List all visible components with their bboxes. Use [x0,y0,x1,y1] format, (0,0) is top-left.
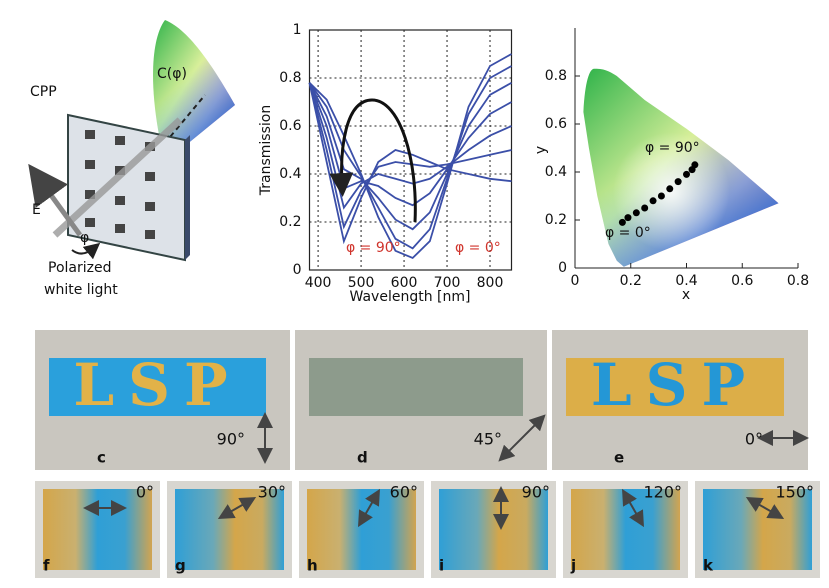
photos: LSP c 90° d 45° LSP e 0° f 0° g 30° h 60° i 90° j 120° k 15… [35,330,820,578]
panel-label: f [43,557,50,575]
angle-label: 90° [217,430,245,449]
point [657,192,665,200]
panel-label: i [439,557,444,575]
e-field-arrow [28,163,83,237]
y-tick-label: 0.6 [545,116,567,132]
point [666,185,674,193]
chart: 0 0.2 0.4 0.6 0.8 1 400 500 600 700 800 Wavelength … [258,22,513,305]
light-label: white light [44,282,118,298]
x-tick-label: 0.2 [620,273,642,289]
point [618,218,626,226]
trend-arrow [329,98,417,223]
y-tick-label: 0.2 [545,212,567,228]
angle-label: 120° [643,483,682,502]
angle-label: 0° [745,430,763,449]
angle-label: 60° [390,483,418,502]
panel-label: k [703,557,714,575]
plate-label: CPP [30,84,57,100]
x-tick-label: 600 [391,275,418,291]
angle-label: 45° [474,430,502,449]
point [674,178,682,186]
photo-panel: k 150° [695,481,820,578]
polarization-arrow [498,414,546,462]
x-axis-label: x [682,287,690,303]
y-tick-label: 0.4 [545,164,567,180]
color-label: C(φ) [157,66,187,82]
annotation: φ = 0° [605,225,651,241]
sample [49,358,266,416]
photo-panel: f 0° [35,481,160,578]
annotation: φ = 90° [645,140,700,156]
y-tick-label: 0.4 [279,166,301,182]
y-tick-label: 0 [558,260,567,276]
x-tick-label: 0.8 [787,273,809,289]
photo-panel: i 90° [431,481,556,578]
x-tick-label: 800 [477,275,504,291]
series-line [308,82,512,230]
series-line [308,53,512,260]
x-tick-label: 0 [571,273,580,289]
angle-label: 0° [136,483,154,502]
series-line [308,65,512,250]
x-tick-label: 700 [434,275,461,291]
panel-label: h [307,557,318,575]
angle-label: 90° [522,483,550,502]
photo-panel: g 30° [167,481,292,578]
photo-panel: LSP e 0° [552,330,809,470]
y-tick-label: 0.8 [545,68,567,84]
panel-label: d [357,449,368,467]
y-axis-label: Transmission [258,105,274,196]
charts: 0 0.2 0.4 0.6 0.8 1 400 500 600 700 800 Wavelength … [258,22,809,305]
plot-frame [308,29,513,271]
annotation: φ = 90° [346,240,401,256]
sample [566,358,784,416]
angle-label: 30° [258,483,286,502]
y-tick-label: 0 [293,262,302,278]
y-axis-label: y [533,146,549,154]
annotation: φ = 0° [455,240,501,256]
point [691,161,699,169]
field-label: E [32,202,41,218]
angle-label: φ [80,230,89,246]
schematic: CPP C(φ) E φ Polarized white light [28,20,235,298]
light-label: Polarized [48,260,111,276]
photo-panel: h 60° [299,481,424,578]
polarization-arrow [622,488,644,528]
series-line [308,82,512,245]
photo-panel: j 120° [563,481,688,578]
polarization-arrow [358,488,380,528]
y-tick-label: 0.6 [279,118,301,134]
series-line [308,82,512,207]
y-tick-label: 0.2 [279,214,301,230]
photo-panel: LSP c 90° [35,330,290,470]
x-tick-label: 0.6 [731,273,753,289]
y-tick-label: 0.8 [279,70,301,86]
polarization-arrow [745,497,785,519]
panel-label: g [175,557,186,575]
point [632,209,640,217]
sample-text: LSP [73,351,241,419]
x-tick-label: 0.4 [675,273,697,289]
panel-label: e [614,449,624,467]
photo-panel: d 45° [295,330,547,470]
sample-text: LSP [591,351,759,419]
sample [309,358,523,416]
point [641,204,649,212]
cie-gamut [583,68,779,267]
angle-label: 150° [775,483,814,502]
y-tick-label: 1 [293,22,302,38]
panel-label: c [97,449,106,467]
chart: 0 0.2 0.4 0.6 0.8 0 0.2 0.4 0.6 0.8 x y φ = 90° φ = 0… [533,28,809,303]
point [624,214,632,222]
series-line [308,82,512,210]
point [649,197,657,205]
x-tick-label: 500 [348,275,375,291]
light-beam [52,117,183,238]
point [683,170,690,178]
x-axis-label: Wavelength [nm] [350,289,471,305]
panel-label: j [570,557,576,575]
x-tick-label: 400 [305,275,332,291]
polarization-arrow [217,497,257,519]
